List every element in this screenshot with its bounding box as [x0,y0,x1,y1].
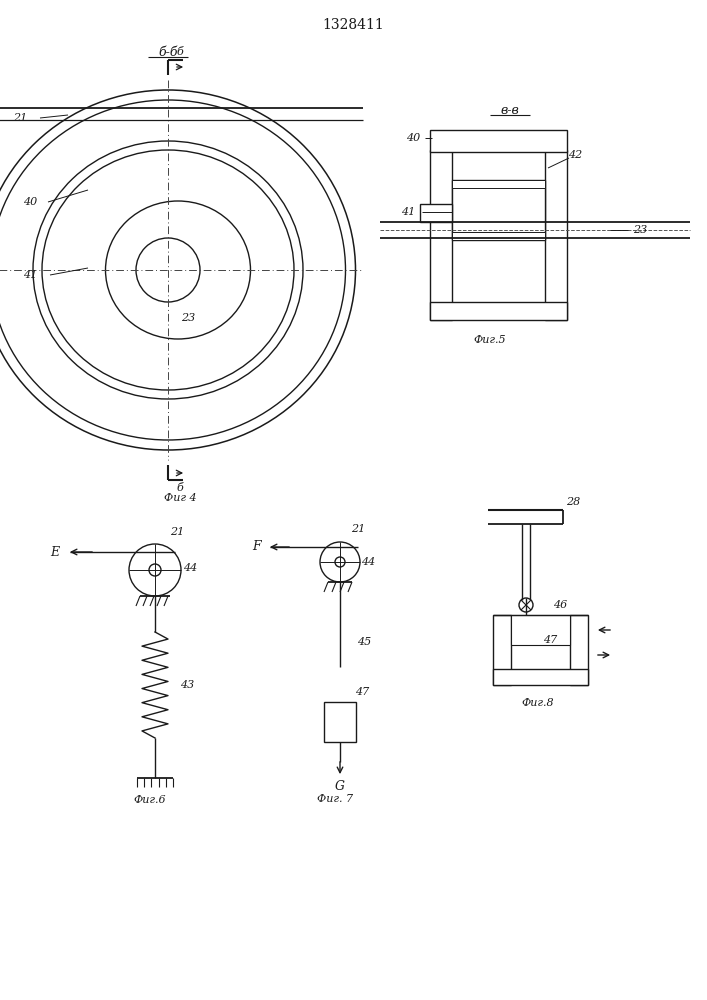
Text: 44: 44 [361,557,375,567]
Text: 1328411: 1328411 [322,18,384,32]
Circle shape [320,542,360,582]
Text: б-б: б-б [158,46,177,60]
Bar [493,669,588,685]
Circle shape [129,544,181,596]
Circle shape [335,557,345,567]
Bar [452,232,545,240]
Text: Фиг.8: Фиг.8 [522,698,554,708]
Text: Фиг 4: Фиг 4 [164,493,197,503]
Bar [430,302,567,320]
Bar [452,180,545,188]
Text: Фиг.5: Фиг.5 [474,335,506,345]
Text: 42: 42 [568,150,582,160]
Text: F: F [252,540,262,554]
Text: б: б [177,47,183,57]
Bar [452,180,545,240]
Bar [493,669,588,685]
Bar [511,615,570,645]
Bar [324,702,356,742]
Text: б: б [177,483,183,493]
Text: 23: 23 [633,225,647,235]
Bar [430,302,567,320]
Text: 28: 28 [566,497,580,507]
Circle shape [519,598,533,612]
Text: 21: 21 [170,527,184,537]
Text: 46: 46 [553,600,567,610]
Text: 43: 43 [180,680,194,690]
Text: 47: 47 [355,687,369,697]
Bar [493,615,511,685]
Text: 21: 21 [351,524,365,534]
Bar [452,180,545,188]
Text: 45: 45 [357,637,371,647]
Bar [545,150,567,320]
Text: в-в: в-в [501,104,520,116]
Text: Фиг.6: Фиг.6 [134,795,166,805]
Text: 41: 41 [23,270,37,280]
Text: 47: 47 [543,635,557,645]
Bar [570,615,588,685]
Bar [493,615,511,685]
Text: 21: 21 [13,113,27,123]
Text: 41: 41 [401,207,415,217]
Circle shape [149,564,161,576]
Text: Фиг. 7: Фиг. 7 [317,794,353,804]
Bar [511,615,570,645]
Bar [420,204,452,222]
Bar [430,130,567,152]
Circle shape [136,238,200,302]
Bar [452,232,545,240]
Bar [430,130,567,152]
Text: 40: 40 [406,133,420,143]
Text: 44: 44 [183,563,197,573]
Text: 23: 23 [181,313,195,323]
Text: 40: 40 [23,197,37,207]
Bar [430,150,452,320]
Bar [545,150,567,320]
Text: G: G [335,780,345,794]
Text: E: E [50,546,59,558]
Bar [430,150,452,320]
Bar [570,615,588,685]
